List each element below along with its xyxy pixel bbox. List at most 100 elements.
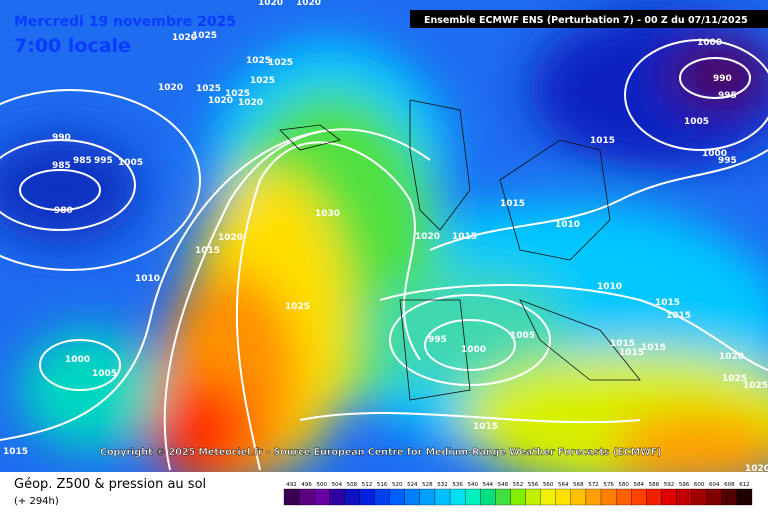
colorbar-swatch <box>631 488 647 506</box>
colorbar-label: 508 <box>347 482 358 488</box>
colorbar-swatch <box>510 488 526 506</box>
colorbar-label: 588 <box>649 482 660 488</box>
colorbar-swatch <box>540 488 556 506</box>
colorbar-label: 568 <box>573 482 584 488</box>
isobar-label: 1010 <box>555 220 580 230</box>
isobar-label: 1020 <box>296 0 321 8</box>
colorbar-swatch <box>314 488 330 506</box>
isobar-label: 1025 <box>196 84 221 94</box>
isobar-label: 1020 <box>258 0 283 8</box>
isobar-label: 1015 <box>452 232 477 242</box>
colorbar-swatch <box>374 488 390 506</box>
isobar-label: 1025 <box>285 302 310 312</box>
colorbar-swatch <box>449 488 466 506</box>
colorbar-label: 612 <box>739 482 750 488</box>
isobar-label: 990 <box>52 133 71 143</box>
colorbar-label: 524 <box>407 482 418 488</box>
colorbar-label: 492 <box>286 482 297 488</box>
colorbar-label: 596 <box>679 482 690 488</box>
isobar-label: 1020 <box>208 96 233 106</box>
colorbar-swatch <box>404 488 421 506</box>
colorbar-label: 496 <box>301 482 312 488</box>
isobar-label: 1005 <box>684 117 709 127</box>
isobar-label: 995 <box>718 156 737 166</box>
isobar-label: 1015 <box>473 422 498 432</box>
isobar-label: 1010 <box>597 282 622 292</box>
isobar-label: 1020 <box>158 83 183 93</box>
isobar-label: 1005 <box>92 369 117 379</box>
colorbar-label: 500 <box>316 482 327 488</box>
colorbar-label: 540 <box>467 482 478 488</box>
colorbar-swatch <box>525 488 541 506</box>
isobar-label: 1015 <box>3 447 28 457</box>
isobar-label: 1025 <box>225 89 250 99</box>
isobar-label: 1025 <box>268 58 293 68</box>
coastlines <box>279 99 641 401</box>
colorbar-swatch <box>570 488 587 506</box>
isobar-label: 1020 <box>238 98 263 108</box>
isobar-label: 980 <box>54 206 73 216</box>
valid-date: Mercredi 19 novembre 2025 <box>14 14 236 30</box>
geopotential-field <box>0 0 768 490</box>
colorbar-label: 536 <box>452 482 463 488</box>
isobar-label: 1015 <box>655 298 680 308</box>
colorbar-label: 576 <box>603 482 614 488</box>
isobar-label: 1010 <box>135 274 160 284</box>
colorbar-swatch <box>389 488 405 506</box>
colorbar-label: 544 <box>483 482 494 488</box>
colorbar-label: 604 <box>709 482 720 488</box>
legend-title: Géop. Z500 & pression au sol <box>14 477 206 492</box>
colorbar-swatch <box>661 488 677 506</box>
colorbar-label: 556 <box>528 482 539 488</box>
isobar-label: 1000 <box>461 345 486 355</box>
colorbar-swatch <box>480 488 496 506</box>
isobar-label: 1020 <box>745 464 768 474</box>
colorbar-label: 528 <box>422 482 433 488</box>
colorbar-label: 560 <box>543 482 554 488</box>
isobar-label: 1020 <box>719 352 744 362</box>
isobar-label: 1000 <box>65 355 90 365</box>
colorbar-label: 548 <box>498 482 509 488</box>
isobar-label: 1025 <box>743 381 768 391</box>
colorbar-label: 516 <box>377 482 388 488</box>
colorbar-label: 608 <box>724 482 735 488</box>
model-banner <box>410 10 768 28</box>
isobar-label: 1005 <box>510 331 535 341</box>
isobar-label: 1005 <box>118 158 143 168</box>
colorbar-label: 504 <box>332 482 343 488</box>
colorbar-swatch <box>706 488 722 506</box>
isobar-label: 1025 <box>250 76 275 86</box>
copyright: Copyright © 2025 Meteociel.fr - Source E… <box>100 447 661 458</box>
isobar-label: 1015 <box>500 199 525 209</box>
isobar-label: 995 <box>428 335 447 345</box>
colorbar-label: 512 <box>362 482 373 488</box>
isobar-label: 1030 <box>315 209 340 219</box>
isobar-label: 1015 <box>641 343 666 353</box>
colorbar-swatch <box>721 488 738 506</box>
colorbar-swatch <box>585 488 602 506</box>
colorbar-swatch <box>736 488 753 506</box>
isobar-label: 985 <box>73 156 92 166</box>
isobar-label: 985 <box>52 161 71 171</box>
colorbar-label: 572 <box>588 482 599 488</box>
colorbar-label: 552 <box>513 482 524 488</box>
colorbar-swatch <box>615 488 632 506</box>
isobar-label: 995 <box>94 156 113 166</box>
isobar-label: 1015 <box>619 348 644 358</box>
isobar-label: 990 <box>713 74 732 84</box>
isobar-label: 995 <box>718 91 737 101</box>
colorbar-label: 584 <box>634 482 645 488</box>
colorbar-label: 532 <box>437 482 448 488</box>
colorbar-label: 592 <box>664 482 675 488</box>
colorbar-swatch <box>555 488 571 506</box>
isobar-label: 1015 <box>666 311 691 321</box>
colorbar-swatch <box>600 488 617 506</box>
colorbar-swatch <box>359 488 375 506</box>
isobar-label: 1025 <box>246 56 271 66</box>
colorbar-swatch <box>676 488 692 506</box>
colorbar-swatch <box>298 488 315 506</box>
colorbar-swatch <box>691 488 707 506</box>
isobar-label: 1025 <box>722 374 747 384</box>
colorbar-swatch <box>329 488 345 506</box>
isobar-label: 1000 <box>697 38 722 48</box>
